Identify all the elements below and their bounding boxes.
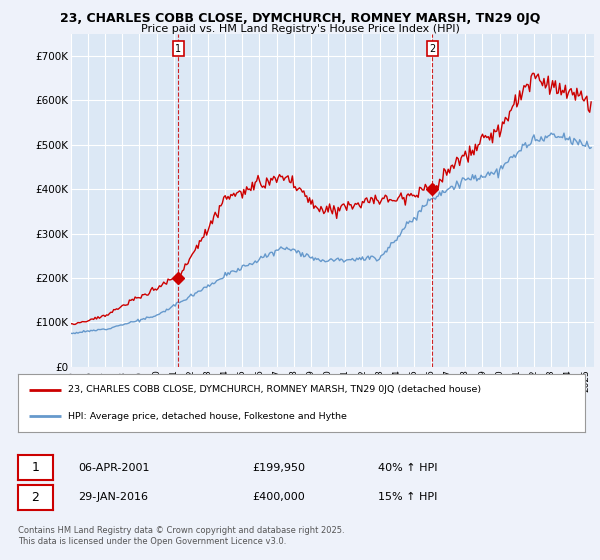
Text: 2: 2	[31, 491, 40, 504]
Text: 23, CHARLES COBB CLOSE, DYMCHURCH, ROMNEY MARSH, TN29 0JQ (detached house): 23, CHARLES COBB CLOSE, DYMCHURCH, ROMNE…	[68, 385, 481, 394]
Text: £199,950: £199,950	[252, 463, 305, 473]
Text: 1: 1	[175, 44, 181, 54]
Text: £400,000: £400,000	[252, 492, 305, 502]
Text: 1: 1	[31, 461, 40, 474]
Text: 15% ↑ HPI: 15% ↑ HPI	[378, 492, 437, 502]
Text: 23, CHARLES COBB CLOSE, DYMCHURCH, ROMNEY MARSH, TN29 0JQ: 23, CHARLES COBB CLOSE, DYMCHURCH, ROMNE…	[60, 12, 540, 25]
Text: 29-JAN-2016: 29-JAN-2016	[78, 492, 148, 502]
Text: HPI: Average price, detached house, Folkestone and Hythe: HPI: Average price, detached house, Folk…	[68, 412, 347, 421]
Text: Price paid vs. HM Land Registry's House Price Index (HPI): Price paid vs. HM Land Registry's House …	[140, 24, 460, 34]
Text: 2: 2	[429, 44, 436, 54]
Text: 40% ↑ HPI: 40% ↑ HPI	[378, 463, 437, 473]
Text: 06-APR-2001: 06-APR-2001	[78, 463, 149, 473]
Text: Contains HM Land Registry data © Crown copyright and database right 2025.
This d: Contains HM Land Registry data © Crown c…	[18, 526, 344, 546]
